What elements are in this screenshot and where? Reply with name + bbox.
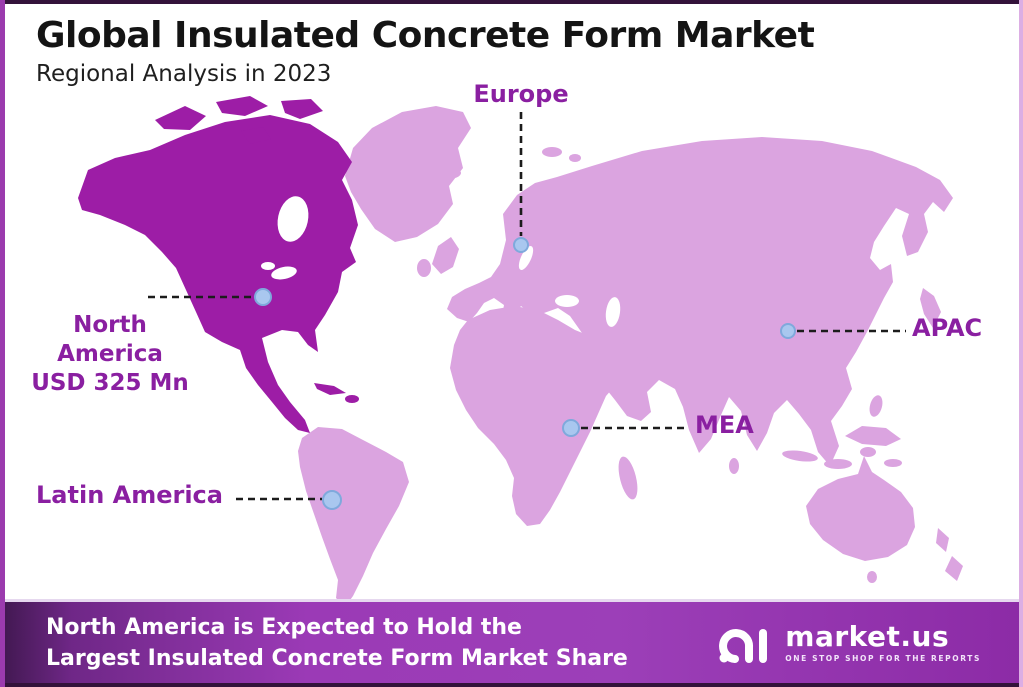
water-overlays — [261, 196, 621, 327]
label-north-america-value: USD 325 Mn — [31, 370, 189, 396]
map-markers — [254, 237, 796, 510]
new-zealand-north-shape — [936, 528, 949, 552]
new-guinea-shape — [845, 426, 901, 446]
label-north-america-name: North America — [57, 312, 163, 367]
banner-headline-line2: Largest Insulated Concrete Form Market S… — [46, 645, 628, 671]
frame-edge-left — [0, 0, 5, 687]
great-lakes-shape — [271, 266, 297, 280]
great-lakes-shape-2 — [261, 262, 275, 270]
indonesia-shape-2 — [824, 459, 852, 469]
logo-text: market.us ONE STOP SHOP FOR THE REPORTS — [785, 619, 981, 663]
north-america-mainland-shape — [78, 115, 358, 433]
leader-lines — [148, 112, 906, 501]
africa-shape — [450, 306, 652, 526]
hudson-bay-shape — [277, 196, 309, 242]
australia-shape — [806, 456, 915, 561]
philippines-shape — [869, 395, 883, 417]
new-zealand-south-shape — [945, 556, 963, 581]
frame-edge-bottom — [0, 683, 1023, 687]
page-title: Global Insulated Concrete Form Market — [36, 15, 815, 56]
header: Global Insulated Concrete Form Market Re… — [36, 14, 815, 88]
greenland-shape — [345, 106, 471, 242]
madagascar-shape — [618, 456, 638, 500]
hispaniola-shape — [345, 395, 359, 403]
iceland-shape — [435, 167, 461, 179]
arctic-island-shape-4 — [241, 127, 271, 144]
label-europe: Europe — [473, 80, 569, 108]
indonesia-shape — [782, 450, 818, 462]
label-north-america: North America USD 325 Mn — [28, 311, 192, 398]
logo-tagline: ONE STOP SHOP FOR THE REPORTS — [785, 653, 981, 663]
svalbard-shape — [542, 147, 562, 157]
eurasia-shape — [447, 137, 953, 466]
svalbard-shape-2 — [569, 154, 581, 162]
frame-edge-right — [1019, 0, 1023, 687]
south-america-shape — [298, 427, 409, 607]
logo-name: market.us — [785, 619, 950, 653]
marker-latin-america — [322, 490, 342, 510]
baltic-sea-shape — [518, 246, 534, 270]
indonesia-shape-4 — [884, 459, 902, 467]
caspian-sea-shape — [605, 297, 621, 327]
marker-mea — [562, 419, 580, 437]
tasmania-shape — [867, 571, 877, 583]
black-sea-shape — [555, 295, 579, 307]
arctic-island-shape — [155, 106, 206, 130]
banner-headline: North America is Expected to Hold the La… — [46, 612, 628, 674]
ireland-shape — [417, 259, 431, 277]
japan-shape — [920, 288, 941, 328]
label-latin-america: Latin America — [36, 481, 223, 509]
bottom-banner: North America is Expected to Hold the La… — [0, 599, 1023, 683]
arctic-island-shape-2 — [216, 96, 268, 116]
marker-europe — [513, 237, 529, 253]
cuba-shape — [314, 383, 346, 395]
label-mea: MEA — [695, 411, 754, 439]
banner-headline-line1: North America is Expected to Hold the — [46, 614, 522, 640]
marketus-logo: market.us ONE STOP SHOP FOR THE REPORTS — [719, 618, 981, 668]
arctic-island-shape-3 — [281, 99, 323, 119]
north-america-region — [78, 96, 359, 433]
uk-shape — [432, 237, 459, 274]
frame-edge-top — [0, 0, 1023, 4]
label-apac: APAC — [912, 314, 983, 342]
marketus-logo-icon — [719, 628, 768, 663]
light-regions — [298, 106, 963, 607]
marker-north-america — [254, 288, 272, 306]
indonesia-shape-3 — [860, 447, 876, 457]
sri-lanka-shape — [729, 458, 739, 474]
marker-apac — [780, 323, 796, 339]
page-subtitle: Regional Analysis in 2023 — [36, 61, 332, 88]
